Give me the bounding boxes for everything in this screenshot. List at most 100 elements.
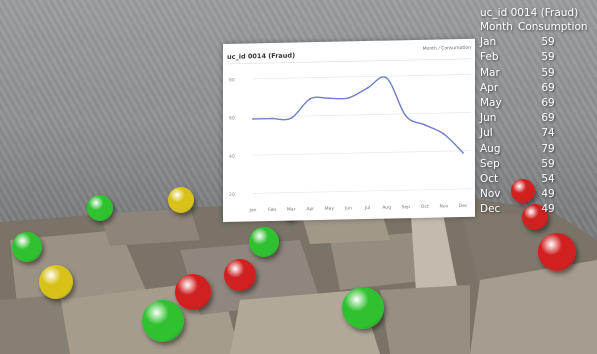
gridline: [253, 150, 471, 156]
header-consumption: Consumption: [518, 21, 588, 33]
table-row: May 69: [480, 96, 592, 111]
gridline: [253, 188, 471, 194]
row-value: 49: [541, 203, 555, 216]
marker-sphere[interactable]: [175, 274, 211, 310]
data-point: [271, 117, 273, 120]
marker-sphere[interactable]: [142, 300, 184, 342]
row-month: Dec: [480, 203, 501, 216]
marker-sphere[interactable]: [538, 233, 576, 271]
row-value: 69: [541, 81, 555, 94]
row-value: 74: [541, 127, 555, 140]
row-value: 59: [541, 157, 555, 170]
table-row: Feb 59: [480, 50, 592, 65]
row-value: 59: [541, 66, 555, 79]
series-line: [252, 76, 464, 154]
x-tick-label: Oct: [421, 204, 429, 210]
row-value: 54: [541, 173, 555, 186]
marker-sphere[interactable]: [168, 187, 194, 213]
row-month: Jul: [480, 127, 493, 140]
city-block: [380, 285, 470, 354]
x-tick-label: Apr: [306, 206, 314, 212]
marker-sphere[interactable]: [224, 259, 256, 291]
y-tick-label: 20: [229, 192, 235, 198]
x-tick-label: May: [325, 206, 335, 212]
chart-title: uc_id 0014 (Fraud): [227, 51, 295, 60]
city-block: [0, 295, 70, 354]
marker-sphere[interactable]: [342, 287, 384, 329]
row-month: Jan: [480, 36, 497, 49]
row-value: 59: [541, 51, 555, 64]
row-month: Aug: [480, 142, 501, 155]
gridline: [253, 112, 471, 118]
table-row: Dec 49: [480, 202, 592, 217]
gridline: [253, 73, 471, 80]
row-month: Mar: [480, 66, 500, 79]
x-tick-label: Jun: [344, 205, 352, 211]
marker-sphere[interactable]: [39, 265, 73, 299]
data-point: [404, 114, 407, 117]
table-row: Apr 69: [480, 81, 592, 96]
table-row: Sep 59: [480, 157, 592, 172]
panel-header-row: Month Consumption: [480, 20, 592, 35]
consumption-line-chart: uc_id 0014 (Fraud) Month / Consumption 80 6…: [227, 45, 471, 213]
y-tick-label: 40: [229, 154, 235, 160]
consumption-data-panel: uc_id 0014 (Fraud) Month Consumption Jan…: [480, 6, 592, 218]
table-row: Oct 54: [480, 172, 592, 187]
row-month: Oct: [480, 173, 499, 186]
row-month: Feb: [480, 51, 499, 64]
data-point: [366, 87, 369, 89]
city-block: [330, 232, 430, 290]
table-row: Aug 79: [480, 142, 592, 157]
table-row: Jan 59: [480, 35, 592, 50]
city-block: [460, 210, 560, 290]
data-point: [423, 124, 426, 126]
table-row: Jun 69: [480, 111, 592, 126]
x-tick-label: Aug: [382, 204, 391, 210]
row-value: 59: [541, 36, 555, 49]
x-tick-label: Jan: [249, 207, 257, 213]
x-tick-label: Sep: [401, 204, 410, 210]
data-point: [328, 97, 331, 100]
x-tick-label: Jul: [364, 205, 370, 211]
x-tick-label: Dec: [459, 203, 468, 209]
marker-sphere[interactable]: [249, 227, 279, 257]
table-row: Mar 59: [480, 66, 592, 81]
marker-sphere[interactable]: [511, 179, 535, 203]
data-point: [252, 118, 254, 120]
table-row: Nov 49: [480, 187, 592, 202]
data-point: [290, 117, 293, 120]
chart-title-divider: [227, 58, 471, 65]
data-point: [443, 133, 445, 135]
panel-title: uc_id 0014 (Fraud): [480, 7, 579, 19]
x-tick-label: Feb: [268, 207, 276, 213]
table-row: Jul 74: [480, 126, 592, 141]
header-month: Month: [480, 21, 513, 33]
marker-sphere[interactable]: [522, 204, 548, 230]
row-month: May: [480, 97, 502, 110]
marker-sphere[interactable]: [12, 232, 42, 262]
row-value: 49: [541, 188, 555, 201]
y-tick-label: 80: [229, 77, 235, 83]
row-month: Apr: [480, 81, 499, 94]
y-tick-label: 60: [229, 115, 235, 121]
row-value: 69: [541, 112, 555, 125]
panel-rows: Jan 59 Feb 59 Mar 59 Apr 69 May 69 Jun 69 Jul 74 Aug 79…: [480, 35, 592, 217]
row-month: Sep: [480, 157, 500, 170]
chart-legend: Month / Consumption: [423, 45, 471, 52]
x-tick-label: Nov: [440, 203, 449, 209]
city-block: [470, 260, 597, 354]
data-point: [309, 97, 312, 100]
row-month: Jun: [480, 112, 497, 125]
data-point: [347, 96, 350, 99]
consumption-chart-card: uc_id 0014 (Fraud) Month / Consumption 80 6…: [223, 38, 475, 223]
data-point: [385, 77, 388, 79]
row-value: 79: [541, 142, 555, 155]
row-month: Nov: [480, 188, 501, 201]
marker-sphere[interactable]: [87, 195, 113, 221]
row-value: 69: [541, 97, 555, 110]
x-tick-label: Mar: [287, 206, 296, 212]
city-block: [100, 208, 200, 246]
data-point: [462, 151, 464, 154]
